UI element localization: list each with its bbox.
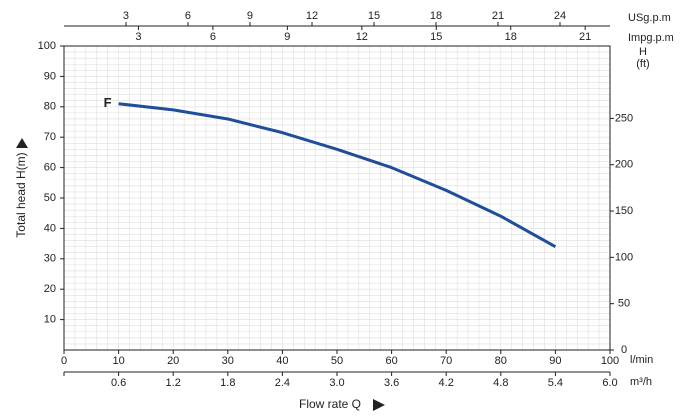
x-tick-label: 90 [549, 355, 561, 367]
arrow-icon [373, 399, 385, 411]
x-tick-label: 20 [167, 355, 179, 367]
x2-tick-label: 3.0 [329, 377, 344, 389]
x2-tick-label: 1.2 [166, 377, 181, 389]
top-tick-label: 9 [247, 10, 253, 22]
x-tick-label: 70 [440, 355, 452, 367]
x2-tick-label: 5.4 [548, 377, 563, 389]
y-tick-label: 10 [44, 314, 56, 326]
x2-tick-label: 1.8 [220, 377, 235, 389]
x2-tick-label: 3.6 [384, 377, 399, 389]
top-tick-label: 12 [306, 10, 318, 22]
top-tick-label: 24 [554, 10, 566, 22]
top-tick-label: 6 [185, 10, 191, 22]
curve-label: F [104, 95, 112, 110]
top-tick-label: 15 [430, 31, 442, 43]
x-tick-label: 40 [276, 355, 288, 367]
y2-tick-label: 0 [621, 344, 627, 356]
x2-tick-label: 2.4 [275, 377, 290, 389]
arrow-icon [16, 138, 28, 148]
top-tick-label: 9 [284, 31, 290, 43]
x2-tick-label: 6.0 [602, 377, 617, 389]
curve [118, 102, 557, 248]
y2-axis-label: H [639, 46, 647, 58]
x-tick-label: 10 [112, 355, 124, 367]
y-tick-label: 70 [44, 131, 56, 143]
x-axis-label: Flow rate Q [299, 397, 361, 411]
x2-unit: m³/h [630, 376, 652, 388]
y2-tick-label: 50 [618, 298, 630, 310]
y-tick-label: 30 [44, 253, 56, 265]
x2-tick-label: 4.8 [493, 377, 508, 389]
top-tick-label: 21 [492, 10, 504, 22]
x2-tick-label: 0.6 [111, 377, 126, 389]
x-unit: l/min [630, 354, 653, 366]
x-tick-label: 60 [385, 355, 397, 367]
x-tick-label: 50 [331, 355, 343, 367]
x-tick-label: 80 [495, 355, 507, 367]
y-tick-label: 50 [44, 192, 56, 204]
top-axis-label: USg.p.m [628, 12, 671, 24]
top-axis-label: Impg.p.m [628, 32, 674, 44]
y2-tick-label: 250 [615, 112, 633, 124]
x-tick-label: 0 [61, 355, 67, 367]
y2-tick-label: 200 [615, 159, 633, 171]
top-tick-label: 18 [430, 10, 442, 22]
y-tick-label: 20 [44, 283, 56, 295]
y-tick-label: 100 [38, 40, 56, 52]
y2-unit: (ft) [636, 58, 649, 70]
y-tick-label: 80 [44, 101, 56, 113]
top-tick-label: 12 [356, 31, 368, 43]
top-tick-label: 6 [210, 31, 216, 43]
y2-tick-label: 100 [615, 251, 633, 263]
y2-tick-label: 150 [615, 205, 633, 217]
top-tick-label: 3 [123, 10, 129, 22]
y-tick-label: 90 [44, 70, 56, 82]
top-tick-label: 21 [579, 31, 591, 43]
y-tick-label: 40 [44, 222, 56, 234]
y-tick-label: 60 [44, 162, 56, 174]
top-tick-label: 15 [368, 10, 380, 22]
x2-tick-label: 4.2 [439, 377, 454, 389]
top-tick-label: 3 [135, 31, 141, 43]
x-tick-label: 30 [222, 355, 234, 367]
x-tick-label: 100 [601, 355, 619, 367]
y-axis-label: Total head H(m) [14, 152, 28, 237]
top-tick-label: 18 [505, 31, 517, 43]
